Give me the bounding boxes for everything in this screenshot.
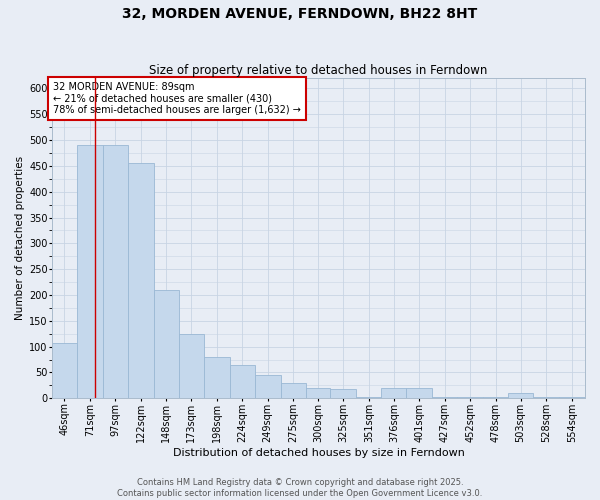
Bar <box>457 397 483 398</box>
Bar <box>305 388 331 398</box>
Bar <box>128 164 154 398</box>
Bar <box>281 383 305 398</box>
Bar <box>179 334 203 398</box>
Bar <box>432 397 457 398</box>
Bar <box>331 389 356 398</box>
Bar <box>52 343 77 398</box>
Bar <box>254 375 281 398</box>
Text: 32, MORDEN AVENUE, FERNDOWN, BH22 8HT: 32, MORDEN AVENUE, FERNDOWN, BH22 8HT <box>122 8 478 22</box>
Bar <box>103 146 128 398</box>
Bar <box>356 397 382 398</box>
Bar <box>533 397 559 398</box>
X-axis label: Distribution of detached houses by size in Ferndown: Distribution of detached houses by size … <box>173 448 464 458</box>
Bar <box>382 388 406 398</box>
Bar <box>203 357 230 399</box>
Title: Size of property relative to detached houses in Ferndown: Size of property relative to detached ho… <box>149 64 488 77</box>
Text: Contains HM Land Registry data © Crown copyright and database right 2025.
Contai: Contains HM Land Registry data © Crown c… <box>118 478 482 498</box>
Text: 32 MORDEN AVENUE: 89sqm
← 21% of detached houses are smaller (430)
78% of semi-d: 32 MORDEN AVENUE: 89sqm ← 21% of detache… <box>53 82 301 116</box>
Bar <box>230 364 254 398</box>
Bar <box>406 388 432 398</box>
Bar <box>154 290 179 399</box>
Bar <box>77 146 103 398</box>
Y-axis label: Number of detached properties: Number of detached properties <box>15 156 25 320</box>
Bar <box>559 397 585 398</box>
Bar <box>508 393 533 398</box>
Bar <box>483 397 508 398</box>
